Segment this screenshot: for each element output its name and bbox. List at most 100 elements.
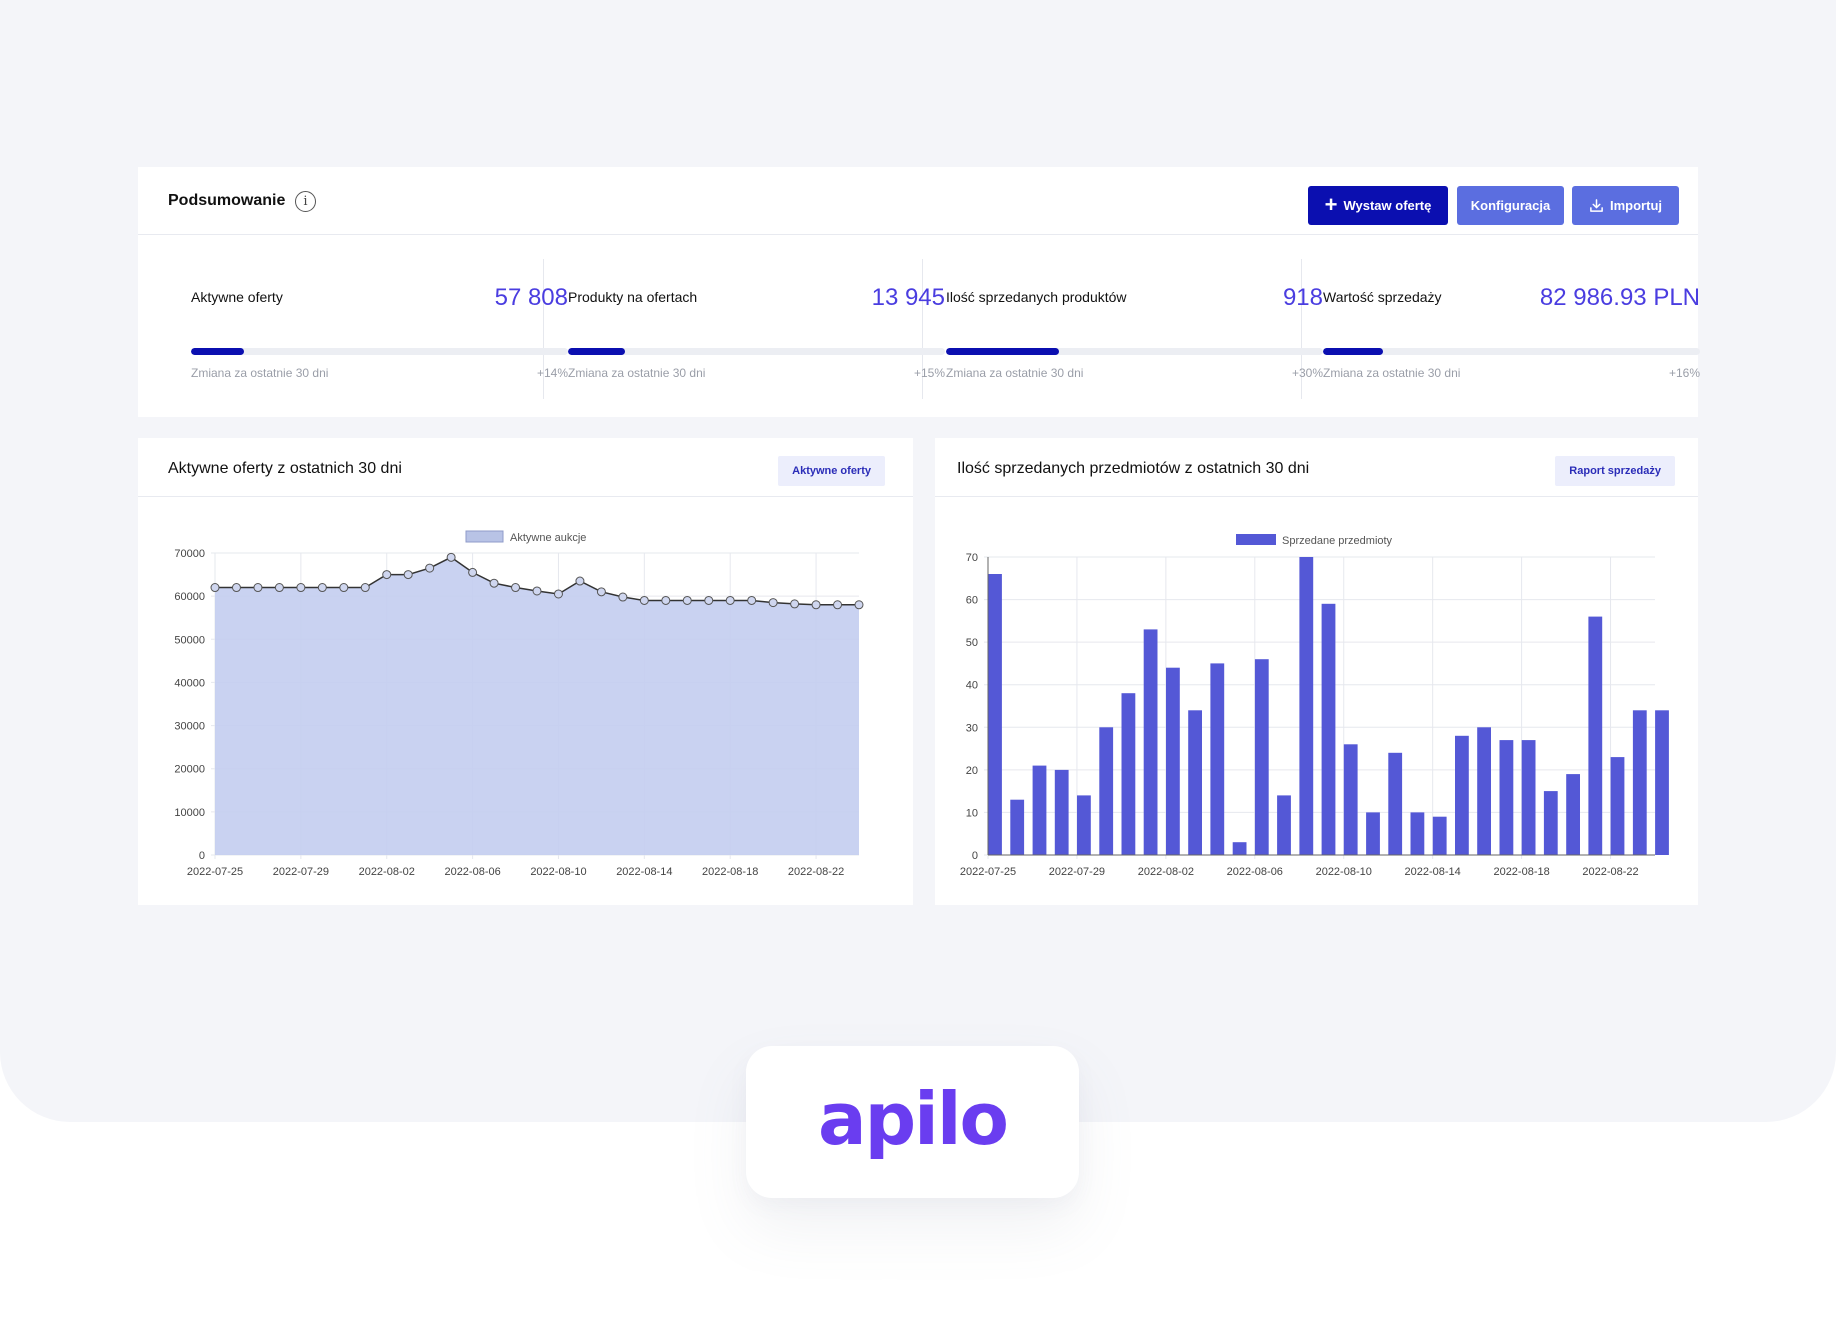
- stat-divider: [1301, 259, 1302, 399]
- data-point: [425, 563, 435, 573]
- summary-title: Podsumowanie: [168, 192, 286, 209]
- stat-value: 82 986.93 PLN: [1539, 284, 1700, 311]
- stat-label: Produkty na ofertach: [568, 289, 698, 305]
- sold-items-bar-chart: 0 10 20 30 40 50 60 70 2022-07-25 2022-07-29 2022-…: [960, 534, 1669, 878]
- x-tick-label: 2022-08-18: [1493, 866, 1549, 878]
- bar: [1010, 799, 1025, 855]
- bar: [1321, 603, 1336, 855]
- x-tick-label: 2022-07-29: [1049, 866, 1105, 878]
- stat-caption: Zmiana za ostatnie 30 dni: [568, 366, 706, 380]
- data-point: [253, 583, 263, 593]
- data-point: [231, 583, 241, 593]
- apilo-logo: apilo: [818, 1077, 1009, 1161]
- y-tick-label: 70000: [174, 548, 205, 560]
- bar: [1655, 710, 1669, 855]
- chart-header: Aktywne oferty z ostatnich 30 dni Aktywn…: [138, 438, 913, 497]
- data-point: [854, 600, 864, 610]
- info-icon[interactable]: i: [295, 191, 316, 212]
- x-tick-label: 2022-08-18: [702, 866, 758, 878]
- data-point: [296, 583, 306, 593]
- data-point: [532, 586, 542, 596]
- data-point: [468, 567, 478, 577]
- data-point: [790, 599, 800, 609]
- y-tick-label: 60000: [174, 591, 205, 603]
- x-tick-label: 2022-08-10: [1316, 866, 1372, 878]
- stat-progress-track: [1323, 348, 1700, 355]
- configuration-label: Konfiguracja: [1470, 198, 1551, 213]
- stat-progress-track: [191, 348, 568, 355]
- bar: [1477, 727, 1491, 855]
- stat-caption: Zmiana za ostatnie 30 dni: [946, 366, 1084, 380]
- configuration-button[interactable]: Konfiguracja: [1457, 186, 1564, 225]
- stat-change: +30%: [1291, 366, 1323, 380]
- y-tick-label: 50: [966, 637, 978, 649]
- bar: [1077, 795, 1091, 855]
- chart-title: Aktywne oferty z ostatnich 30 dni: [168, 460, 402, 477]
- x-tick-label: 2022-07-25: [187, 866, 243, 878]
- import-button[interactable]: Importuj: [1572, 186, 1679, 225]
- data-point: [639, 595, 649, 605]
- bar: [1455, 735, 1469, 855]
- stat-progress-fill: [1323, 348, 1384, 355]
- x-tick-label: 2022-08-02: [1138, 866, 1194, 878]
- y-tick-label: 70: [966, 552, 978, 564]
- y-tick-label: 20: [966, 765, 978, 777]
- data-point: [725, 595, 735, 605]
- bar: [1410, 812, 1425, 855]
- create-offer-label: Wystaw ofertę: [1343, 198, 1432, 213]
- bar: [1121, 693, 1136, 855]
- bar: [1166, 667, 1180, 855]
- y-tick-label: 10000: [174, 807, 205, 819]
- stat-divider: [922, 259, 923, 399]
- stat-value: 57 808: [494, 284, 568, 311]
- logo-card: apilo: [746, 1046, 1079, 1198]
- active-offers-button[interactable]: Aktywne oferty: [778, 456, 885, 486]
- data-point: [811, 600, 821, 610]
- x-tick-label: 2022-08-14: [1405, 866, 1461, 878]
- x-tick-label: 2022-08-22: [1582, 866, 1638, 878]
- y-tick-label: 0: [972, 850, 978, 862]
- legend-swatch: [465, 530, 504, 543]
- data-point: [360, 583, 370, 593]
- bar: [1277, 795, 1291, 855]
- bar: [1343, 744, 1358, 855]
- chart-header: Ilość sprzedanych przedmiotów z ostatnic…: [935, 438, 1698, 497]
- sales-report-button[interactable]: Raport sprzedaży: [1555, 456, 1675, 486]
- bar: [1566, 774, 1580, 855]
- legend-swatch: [1236, 534, 1276, 545]
- sold-items-chart-card: Ilość sprzedanych przedmiotów z ostatnic…: [935, 438, 1698, 905]
- data-point: [596, 587, 606, 597]
- stat-label: Aktywne oferty: [191, 289, 283, 305]
- stat-active-offers: Aktywne oferty 57 808 Zmiana za ostatnie…: [191, 235, 568, 417]
- data-point: [618, 592, 628, 602]
- stat-change: +15%: [913, 366, 945, 380]
- y-tick-label: 40000: [174, 677, 205, 689]
- legend-label: Aktywne aukcje: [510, 532, 586, 544]
- y-tick-label: 0: [199, 850, 205, 862]
- summary-panel: Podsumowanie i + Wystaw ofertę Konfigura…: [138, 167, 1700, 417]
- stat-label: Ilość sprzedanych produktów: [946, 289, 1127, 305]
- y-tick-label: 60: [966, 595, 978, 607]
- y-tick-label: 30: [966, 722, 978, 734]
- data-point: [382, 570, 392, 580]
- y-tick-label: 20000: [174, 764, 205, 776]
- x-tick-label: 2022-08-02: [359, 866, 415, 878]
- area-fill: [215, 557, 859, 855]
- data-point: [661, 595, 671, 605]
- stat-progress-track: [946, 348, 1323, 355]
- bar: [1054, 769, 1069, 855]
- data-point: [274, 583, 284, 593]
- stat-sales-value: Wartość sprzedaży 82 986.93 PLN Zmiana z…: [1323, 235, 1700, 417]
- stat-caption: Zmiana za ostatnie 30 dni: [1323, 366, 1461, 380]
- bar: [1188, 710, 1202, 855]
- bar: [1610, 757, 1625, 855]
- bar: [1543, 791, 1558, 855]
- legend-label: Sprzedane przedmioty: [1282, 535, 1393, 547]
- create-offer-button[interactable]: + Wystaw ofertę: [1308, 186, 1448, 225]
- data-point: [833, 600, 843, 610]
- bar: [1099, 727, 1114, 855]
- x-tick-label: 2022-08-14: [616, 866, 672, 878]
- data-point: [747, 595, 757, 605]
- bar: [1254, 659, 1269, 855]
- stat-divider: [543, 259, 544, 399]
